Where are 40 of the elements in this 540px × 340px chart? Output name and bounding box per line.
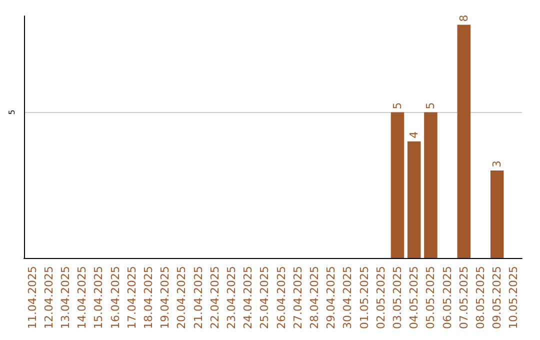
x-tick-label: 03.05.2025 xyxy=(391,266,404,330)
x-tick-label: 18.04.2025 xyxy=(142,266,155,330)
x-tick-label: 17.04.2025 xyxy=(125,266,138,330)
bar xyxy=(390,112,404,258)
x-tick-label: 27.04.2025 xyxy=(291,266,304,330)
x-tick-label: 07.05.2025 xyxy=(457,266,470,330)
bar xyxy=(457,24,471,258)
x-tick-label: 05.05.2025 xyxy=(424,266,438,330)
data-label: 8 xyxy=(457,14,470,22)
bar xyxy=(407,141,421,258)
x-tick-label: 21.04.2025 xyxy=(192,266,205,330)
x-tick-label: 02.05.2025 xyxy=(374,266,388,330)
x-tick-label: 01.05.2025 xyxy=(358,266,371,330)
x-tick-label: 14.04.2025 xyxy=(76,266,89,330)
x-tick-label: 26.04.2025 xyxy=(274,266,288,330)
x-tick-label: 24.04.2025 xyxy=(242,266,255,330)
data-label: 4 xyxy=(408,131,421,138)
data-label: 5 xyxy=(391,102,404,110)
x-tick-label: 20.04.2025 xyxy=(175,266,188,330)
x-tick-label: 25.04.2025 xyxy=(258,266,272,330)
bar xyxy=(490,170,504,258)
x-tick-label: 13.04.2025 xyxy=(59,266,72,330)
x-tick-label: 16.04.2025 xyxy=(108,266,122,330)
data-label: 3 xyxy=(490,160,504,168)
data-label: 5 xyxy=(424,102,438,110)
x-tick-label: 30.04.2025 xyxy=(341,266,354,330)
bar xyxy=(424,112,438,258)
x-tick-label: 23.04.2025 xyxy=(225,266,238,330)
x-tick-label: 15.04.2025 xyxy=(92,266,106,330)
x-tick-label: 10.05.2025 xyxy=(507,266,520,330)
x-tick-label: 06.05.2025 xyxy=(440,266,454,330)
x-tick-label: 12.04.2025 xyxy=(42,266,56,330)
x-tick-label: 29.04.2025 xyxy=(324,266,338,330)
x-tick-label: 04.05.2025 xyxy=(408,266,421,330)
x-tick-label: 08.05.2025 xyxy=(474,266,487,330)
x-tick-label: 11.04.2025 xyxy=(26,266,39,330)
x-tick-label: 28.04.2025 xyxy=(308,266,321,330)
x-tick-label: 09.05.2025 xyxy=(490,266,504,330)
x-tick-label: 19.04.2025 xyxy=(158,266,172,330)
x-tick-label: 22.04.2025 xyxy=(208,266,222,330)
